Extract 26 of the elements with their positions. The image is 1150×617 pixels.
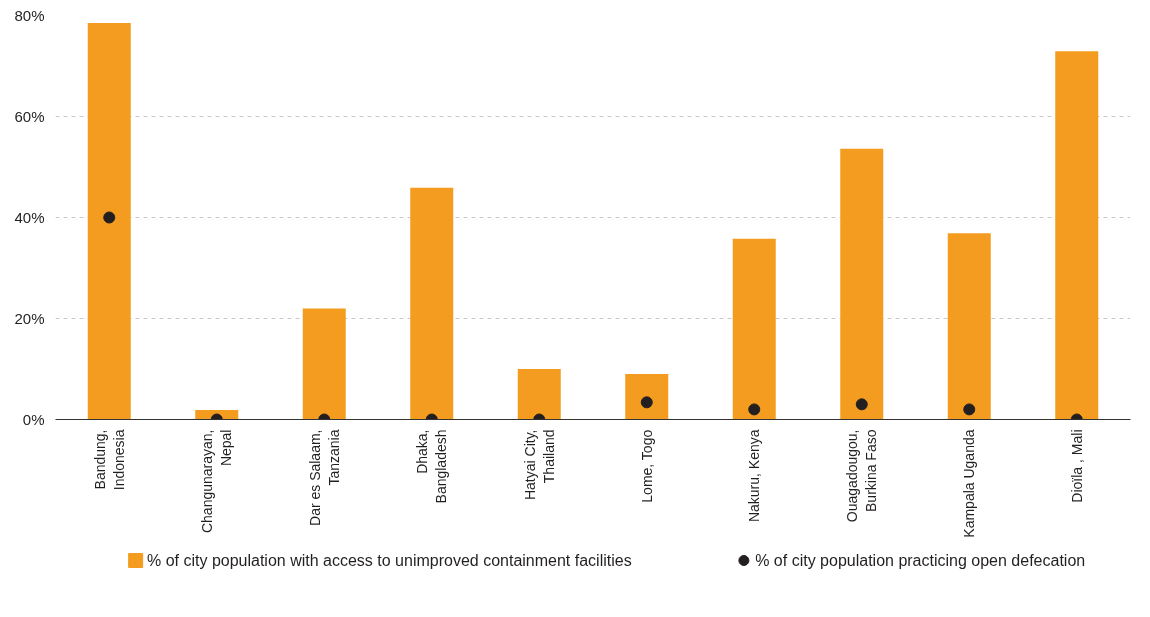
x-tick-label: Bandung, Indonesia <box>91 429 127 491</box>
x-tick-label: Changunarayan, Nepal <box>199 429 235 534</box>
legend-label: % of city population with access to unimproved containment facilities <box>146 552 632 569</box>
y-tick-label: 40% <box>14 209 45 226</box>
bar <box>410 187 454 420</box>
bar <box>302 308 346 420</box>
y-tick-label: 20% <box>14 310 45 327</box>
bar <box>732 238 776 420</box>
x-tick-label: Dioïla , Mali <box>1068 429 1085 503</box>
bar <box>87 23 131 420</box>
bar <box>517 369 561 420</box>
y-tick-label: 60% <box>14 108 45 125</box>
x-tick-label: Dar es Salaam, Tanzania <box>306 429 342 526</box>
x-tick-label: Ouagadougou, Burkina Faso <box>844 429 880 523</box>
legend-label: % of city population practicing open defecation <box>755 552 1086 569</box>
bar <box>1055 51 1099 420</box>
bar <box>840 148 884 420</box>
x-tick-label: Nakuru, Kenya <box>746 429 763 523</box>
bar <box>947 233 991 420</box>
y-tick-label: 0% <box>22 411 45 428</box>
x-tick-label: Hatyai City, Thailand <box>521 429 557 501</box>
bar <box>625 374 669 420</box>
x-tick-label: Dhaka, Bangladesh <box>414 429 450 504</box>
x-tick-label: Kampala Uganda <box>961 429 978 538</box>
y-tick-label: 80% <box>14 7 45 24</box>
x-tick-label: Lome, Togo <box>638 429 655 503</box>
